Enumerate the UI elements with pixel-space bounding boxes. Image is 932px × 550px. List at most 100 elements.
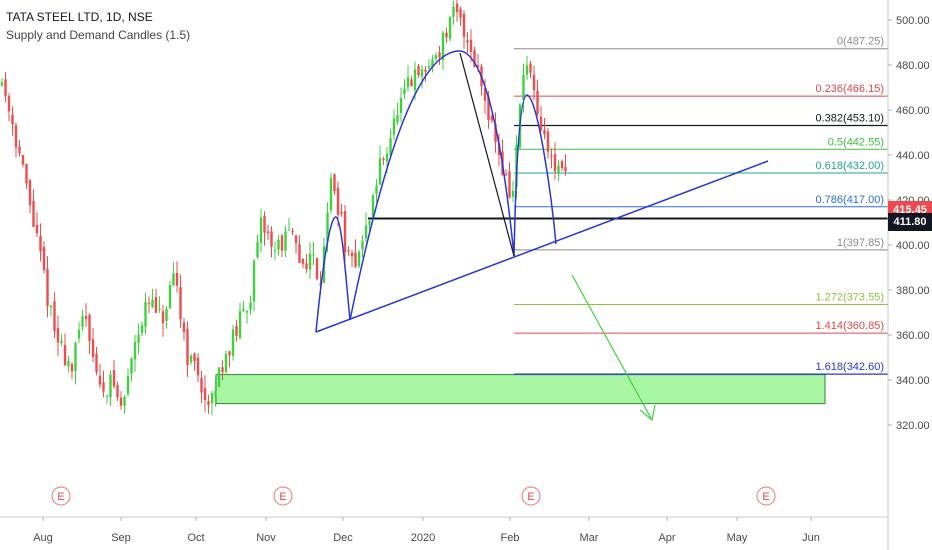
candle-body [144,301,147,327]
candle-body [102,382,105,392]
candle-body [301,259,305,264]
x-tick-label: Mar [580,532,599,544]
y-tick-label: 340.00 [896,375,930,387]
candle-body [273,250,277,252]
candle-body [396,115,399,123]
candle-body [196,357,200,376]
target-arrow-head [639,404,656,422]
candle-body [193,353,196,362]
candle-body [564,167,567,172]
candle-body [455,3,459,13]
candle-body [553,154,557,172]
candle-body [280,235,284,251]
candle-body [539,116,543,130]
candle-body [326,212,329,242]
candle-body [560,161,564,169]
indicator-label: Supply and Demand Candles (1.5) [6,28,191,42]
candle-body [151,299,154,308]
x-tick-label: Feb [501,532,520,544]
candle-body [200,377,203,393]
candle-body [546,131,550,152]
candle-body [95,353,98,373]
fib-level-label: 0(487.25) [837,36,884,48]
candle-body [137,334,140,343]
candle-body [11,114,14,125]
fib-level-label: 1.618(342.60) [816,361,885,373]
candle-body [305,263,308,270]
candle-body [116,385,119,398]
candle-body [126,376,130,394]
candle-body [189,355,193,363]
candle-body [270,231,273,247]
head-arc [349,50,515,321]
candle-body [336,187,340,215]
candle-body [49,305,53,308]
earnings-event-marker [756,486,776,506]
left-shoulder-arc [315,216,351,333]
candle-body [18,146,21,154]
candle-body [277,239,280,250]
candle-body [4,79,7,96]
earnings-event-marker [273,486,293,506]
y-tick-label: 500.00 [896,15,930,27]
candle-body [385,153,389,162]
candle-body [315,257,319,280]
candle-body [0,82,4,86]
candle-body [525,65,529,75]
candle-body [350,253,354,257]
candle-body [112,370,116,387]
y-tick-label: 460.00 [896,105,930,117]
candle-body [434,54,438,60]
candle-body [403,88,406,95]
candle-body [487,96,490,120]
symbol-title: TATA STEEL LTD, 1D, NSE [6,10,153,24]
candle-body [35,224,39,234]
chart-legend: TATA STEEL LTD, 1D, NSE Supply and Deman… [6,8,190,44]
candle-body [158,308,161,310]
candle-body [42,246,46,271]
y-tick-label: 480.00 [896,60,930,72]
candle-body [462,13,466,37]
fib-level-label: 1.414(360.85) [816,320,885,332]
candle-body [399,98,403,114]
candle-body [424,69,427,72]
candle-body [417,65,420,76]
candle-body [207,401,210,405]
right-shoulder-arc [513,94,557,257]
candle-body [532,74,536,91]
candle-body [245,311,249,313]
candle-body [371,195,375,217]
candle-body [210,392,214,404]
candle-body [543,129,546,135]
earnings-event-marker [51,486,71,506]
candle-body [378,158,382,185]
y-tick-label: 360.00 [896,330,930,342]
candle-body [84,316,88,320]
candle-body [511,190,515,197]
candle-body [133,341,137,360]
candle-body [287,229,291,231]
candle-body [231,329,235,356]
fib-level-label: 1.272(373.55) [816,292,885,304]
fib-level-label: 0.786(417.00) [816,194,885,206]
candle-body [483,88,487,101]
candle-body [238,311,242,338]
candle-body [508,171,511,198]
candle-body [221,367,224,373]
fib-level-label: 1(397.85) [837,237,884,249]
candle-body [217,367,221,388]
x-tick-label: May [727,532,748,544]
candle-body [347,250,350,252]
x-tick-label: Oct [187,532,204,544]
candle-body [431,59,434,68]
candle-body [130,358,133,374]
candle-body [406,77,410,88]
candle-body [28,180,32,206]
candle-body [74,342,77,372]
candle-body [333,174,336,192]
level-price-tag: 411.80 [888,213,932,232]
x-tick-label: Jun [802,532,820,544]
candle-body [168,284,172,308]
